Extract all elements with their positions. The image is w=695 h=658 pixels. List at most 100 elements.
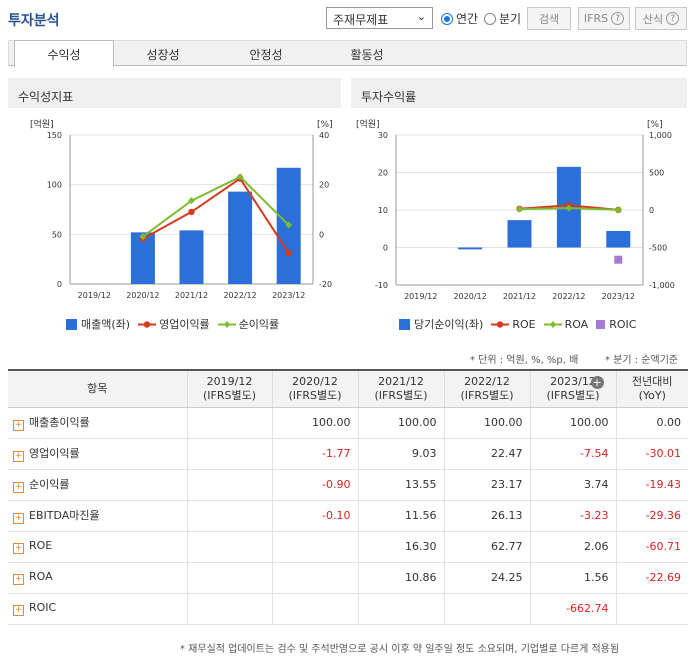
y2-tick-label: 20	[319, 181, 329, 190]
table-cell	[271, 562, 358, 594]
series-line	[142, 175, 290, 238]
search-button[interactable]: 검색	[527, 7, 571, 30]
table-row: + EBITDA마진율 -0.10 11.56 26.13 -3.23 -29.36	[8, 500, 688, 532]
table-cell: -662.74	[529, 593, 616, 625]
axis-unit-label: [%]	[647, 120, 663, 130]
column-header-label: 2019/12	[206, 374, 253, 388]
table-cell: 62.77	[443, 531, 530, 563]
legend-item: 매출액(좌)	[66, 316, 130, 332]
table-cell: -29.36	[615, 500, 688, 532]
y2-tick-label: 0	[649, 206, 654, 215]
table-cell	[186, 438, 272, 470]
expand-plus-icon[interactable]: +	[13, 574, 24, 585]
tab-growth[interactable]: 성장성	[113, 41, 213, 67]
row-label: 영업이익률	[29, 447, 80, 460]
quarter-radio[interactable]: 분기	[484, 10, 521, 27]
legend-label: ROIC	[609, 317, 637, 331]
table-row: + ROE 16.30 62.77 2.06 -60.71	[8, 531, 688, 563]
table-cell	[186, 500, 272, 532]
profitability-chart-panel: 수익성지표 [억원] [%] 150 40 100 20 50 0 0 -20 2019/12 202…	[8, 78, 341, 338]
page-title: 투자분석	[8, 13, 60, 29]
return-chart-panel: 투자수익률 [억원] [%] 30 1,000 20 500 10 0 0 -500 -10 -1,0…	[351, 78, 687, 338]
expand-plus-icon[interactable]: +	[13, 420, 24, 431]
expand-plus-icon[interactable]: +	[13, 605, 24, 616]
table-cell: 1.56	[529, 562, 616, 594]
tab-stability[interactable]: 안정성	[216, 41, 316, 67]
legend-marker-swatch	[596, 319, 606, 329]
expand-plus-icon[interactable]: +	[13, 543, 24, 554]
unit-note: * 단위 : 억원, %, %p, 배	[470, 355, 579, 366]
tab-activity[interactable]: 활동성	[317, 41, 417, 67]
data-point	[285, 249, 292, 257]
x-tick-label: 2019/12	[78, 291, 111, 300]
annual-radio[interactable]: 연간	[441, 10, 478, 27]
table-cell: 13.55	[357, 469, 444, 501]
table-cell: 100.00	[529, 407, 616, 439]
row-label: ROE	[29, 539, 53, 552]
column-header: 2022/12 (IFRS별도)	[443, 369, 530, 408]
table-row: + 영업이익률 -1.77 9.03 22.47 -7.54 -30.01	[8, 438, 688, 470]
data-point	[565, 204, 573, 212]
column-header-sub: (YoY)	[638, 388, 666, 402]
tab-label: 안정성	[249, 47, 283, 62]
table-row: + ROA 10.86 24.25 1.56 -22.69	[8, 562, 688, 594]
statement-select[interactable]: 주재무제표 ⌄	[326, 7, 433, 29]
table-cell: -0.10	[271, 500, 358, 532]
column-header-label: 항목	[87, 381, 108, 395]
plus-circle-icon[interactable]: +	[590, 376, 604, 389]
analysis-tabs: 수익성 성장성 안정성 활동성	[8, 40, 687, 67]
legend-label: 순이익률	[238, 318, 280, 331]
row-label: ROA	[29, 570, 53, 583]
return-chart: [억원] [%] 30 1,000 20 500 10 0 0 -500 -10 -1,000 2019…	[356, 118, 675, 301]
x-tick-label: 2022/12	[223, 291, 256, 300]
panel-title: 투자수익률	[351, 78, 687, 108]
formula-button[interactable]: 산식 ?	[635, 7, 687, 30]
column-header-sub: (IFRS별도)	[288, 388, 342, 402]
panel-title: 수익성지표	[8, 78, 341, 108]
profitability-table: 항목 2019/12 (IFRS별도) 2020/12 (IFRS별도) 2021/12(…	[8, 369, 688, 625]
table-cell: -7.54	[529, 438, 616, 470]
table-cell: -19.43	[615, 469, 688, 501]
help-icon: ?	[611, 12, 625, 25]
column-header-sub: (IFRS별도)	[460, 388, 514, 402]
x-tick-label: 2021/12	[175, 291, 208, 300]
column-header: 2021/12 (IFRS별도)	[357, 369, 444, 408]
table-cell: 24.25	[443, 562, 530, 594]
column-header: 2019/12 (IFRS별도)	[186, 369, 272, 408]
column-header: 2023/12 + (IFRS별도)	[529, 369, 616, 408]
data-point	[516, 205, 523, 213]
bar	[507, 220, 532, 248]
footnote: * 재무실적 업데이트는 검수 및 주석반영으로 공시 이후 약 일주일 정도 …	[180, 644, 620, 655]
column-header-sub: (IFRS별도)	[546, 388, 600, 402]
profitability-chart: [억원] [%] 150 40 100 20 50 0 0 -20 2019/12 2020/12 20…	[30, 118, 333, 300]
legend-item: 당기순이익(좌)	[399, 316, 483, 332]
radio-checked-icon	[441, 12, 453, 25]
table-cell: 100.00	[443, 407, 530, 439]
column-header-sub: (IFRS별도)	[202, 388, 257, 402]
legend-item: 순이익률	[217, 316, 280, 332]
tab-profitability[interactable]: 수익성	[14, 40, 114, 67]
y2-tick-label: -1,000	[649, 281, 675, 290]
expand-plus-icon[interactable]: +	[13, 513, 24, 524]
chart-legend: 매출액(좌) 영업이익률 순이익률	[66, 316, 287, 332]
legend-label: 영업이익률	[159, 318, 210, 331]
legend-item: ROE	[491, 318, 536, 331]
row-label-cell: + 매출총이익률	[8, 407, 187, 439]
table-cell: 11.56	[357, 500, 444, 532]
table-cell	[186, 469, 272, 501]
axis-unit-label: [억원]	[356, 118, 380, 130]
y-tick-label: -10	[375, 281, 388, 290]
expand-plus-icon[interactable]: +	[13, 482, 24, 493]
row-label-cell: + EBITDA마진율	[8, 500, 187, 532]
data-point	[139, 233, 147, 241]
column-header-label: 2021/12	[378, 374, 424, 388]
y-tick-label: 100	[47, 181, 62, 190]
data-point	[285, 221, 293, 229]
search-button-label: 검색	[538, 12, 560, 26]
y2-tick-label: -500	[649, 244, 667, 253]
ifrs-button[interactable]: IFRS ?	[578, 7, 630, 30]
legend-line-swatch	[491, 320, 510, 328]
x-tick-label: 2019/12	[404, 292, 437, 301]
x-tick-label: 2022/12	[552, 292, 585, 301]
expand-plus-icon[interactable]: +	[13, 451, 24, 462]
